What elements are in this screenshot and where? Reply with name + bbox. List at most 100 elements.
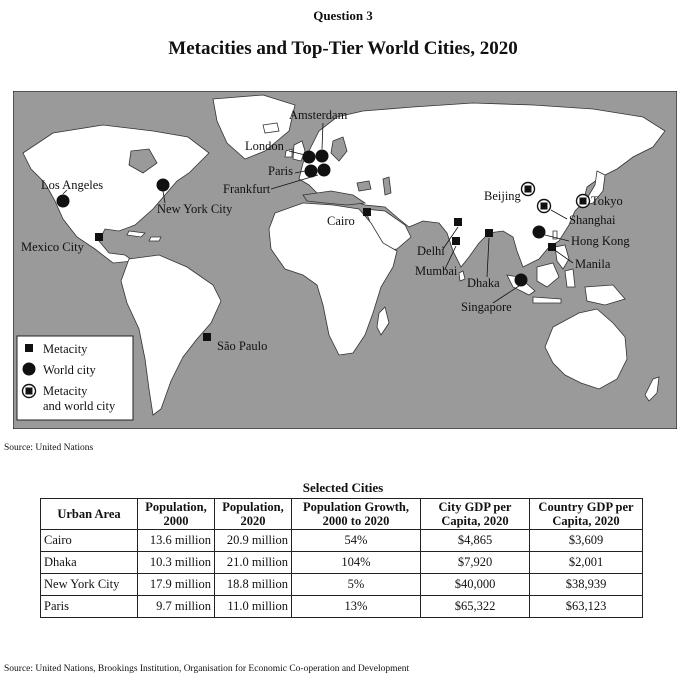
city-manila: Manila <box>548 243 611 271</box>
hong-kong-world-city-marker <box>532 225 546 239</box>
cell-population-2000: 17.9 million <box>137 573 215 596</box>
cell-urban-area: Dhaka <box>40 551 138 574</box>
city-mexico-city: Mexico City <box>21 233 103 254</box>
beijing-marker-core <box>524 185 532 193</box>
cell-city-gdp: $7,920 <box>420 551 530 574</box>
legend-world-city-world-city-marker <box>22 362 36 376</box>
map-title: Metacities and Top-Tier World Cities, 20… <box>168 38 518 59</box>
legend-metacity-and-world-city-label: and world city <box>43 399 116 413</box>
mexico-city-metacity-marker <box>95 233 103 241</box>
cell-population-growth: 13% <box>291 595 421 618</box>
frankfurt-label: Frankfurt <box>223 182 271 196</box>
singapore-leader-line <box>492 285 520 304</box>
cell-population-growth: 5% <box>291 573 421 596</box>
legend-metacity: Metacity <box>25 342 88 356</box>
city-london: London <box>245 139 316 164</box>
hong-kong-leader-line <box>544 234 570 242</box>
amsterdam-world-city-marker <box>315 149 329 163</box>
cell-population-2000: 9.7 million <box>137 595 215 618</box>
hong-kong-label: Hong Kong <box>571 234 630 248</box>
dhaka-metacity-marker <box>485 229 493 237</box>
beijing-metacity-world-city-marker <box>520 181 536 197</box>
beijing-label: Beijing <box>484 189 522 203</box>
iceland <box>262 122 280 134</box>
delhi-leader-line <box>442 226 459 250</box>
tokyo-label: Tokyo <box>591 194 623 208</box>
cell-country-gdp: $3,609 <box>529 529 643 552</box>
landmasses <box>22 94 666 416</box>
dhaka-leader-line <box>486 237 490 278</box>
sao-paulo-label: São Paulo <box>217 339 267 353</box>
city-tokyo: Tokyo <box>575 193 623 209</box>
cell-city-gdp: $4,865 <box>420 529 530 552</box>
singapore-label: Singapore <box>461 300 512 314</box>
cell-population-2000: 13.6 million <box>137 529 215 552</box>
java <box>532 296 562 304</box>
borneo <box>536 262 560 288</box>
city-sao-paulo: São Paulo <box>203 333 267 353</box>
col-header-city-gdp: City GDP per Capita, 2020 <box>420 498 530 530</box>
table-row: New York City 17.9 million 18.8 million … <box>40 573 643 596</box>
cell-urban-area: New York City <box>40 573 138 596</box>
amsterdam-leader-line <box>321 122 324 150</box>
cuba <box>126 230 146 238</box>
new-york-city-world-city-marker <box>156 178 170 192</box>
new-zealand <box>644 376 660 402</box>
mediterranean-sea <box>302 190 367 206</box>
hispaniola <box>148 236 162 242</box>
dhaka-label: Dhaka <box>467 276 500 290</box>
legend-world-city: World city <box>22 362 97 377</box>
cell-population-2000: 10.3 million <box>137 551 215 574</box>
table-source: Source: United Nations, Brookings Instit… <box>4 664 410 674</box>
shanghai-label: Shanghai <box>569 213 616 227</box>
city-layer: Los Angeles New York City Mexico City São P… <box>21 108 630 353</box>
shanghai-marker-core <box>540 202 548 210</box>
greenland <box>212 94 296 160</box>
paris-world-city-marker <box>304 164 318 178</box>
new-york-city-label: New York City <box>157 202 233 216</box>
cell-country-gdp: $38,939 <box>529 573 643 596</box>
hudson-bay <box>128 148 158 174</box>
city-frankfurt: Frankfurt <box>223 163 331 196</box>
question-label: Question 3 <box>313 8 373 23</box>
north-america <box>22 124 210 264</box>
tokyo-metacity-world-city-marker <box>575 193 591 209</box>
city-paris: Paris <box>268 164 318 178</box>
cell-country-gdp: $2,001 <box>529 551 643 574</box>
cell-population-2020: 11.0 million <box>214 595 292 618</box>
london-world-city-marker <box>302 150 316 164</box>
legend-metacity-and-world-city-metacity-world-city-marker <box>21 383 37 399</box>
cell-urban-area: Cairo <box>40 529 138 552</box>
cairo-label: Cairo <box>327 214 355 228</box>
south-america <box>120 254 222 416</box>
new-york-city-leader-line <box>162 190 166 204</box>
tokyo-marker-core <box>579 197 587 205</box>
city-new-york-city: New York City <box>156 178 233 216</box>
selected-cities-table: Urban Area Population, 2000 Population, … <box>40 498 643 618</box>
city-beijing: Beijing <box>484 181 536 203</box>
paris-leader-line <box>294 170 306 174</box>
eurasia <box>298 102 666 268</box>
cell-population-2020: 18.8 million <box>214 573 292 596</box>
sao-paulo-metacity-marker <box>203 333 211 341</box>
australia <box>544 308 628 390</box>
cairo-metacity-marker <box>363 208 371 216</box>
mumbai-metacity-marker <box>452 237 460 245</box>
mumbai-label: Mumbai <box>415 264 458 278</box>
london-leader-line <box>288 150 306 156</box>
shanghai-metacity-world-city-marker <box>536 198 552 214</box>
city-amsterdam: Amsterdam <box>289 108 348 163</box>
legend-metacity-label: Metacity <box>43 342 88 356</box>
madagascar <box>376 306 390 336</box>
cell-urban-area: Paris <box>40 595 138 618</box>
table-row: Paris 9.7 million 11.0 million 13% $65,3… <box>40 595 643 618</box>
frankfurt-world-city-marker <box>317 163 331 177</box>
manila-label: Manila <box>575 257 611 271</box>
baltic-sea <box>330 136 348 162</box>
table-row: Cairo 13.6 million 20.9 million 54% $4,8… <box>40 529 643 552</box>
legend-metacity-metacity-marker <box>25 344 33 352</box>
city-delhi: Delhi <box>417 218 462 258</box>
city-hong-kong: Hong Kong <box>532 225 630 248</box>
